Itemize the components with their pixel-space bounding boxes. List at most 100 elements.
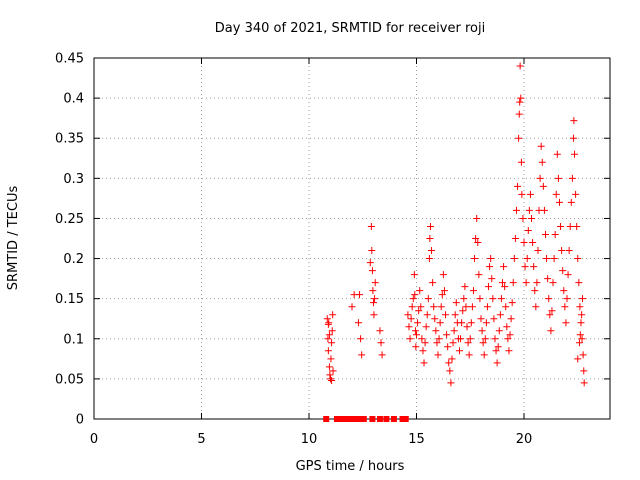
data-point [576,303,584,311]
data-point [417,303,425,311]
data-point [572,190,580,198]
data-point [508,299,516,307]
data-point [458,319,466,327]
data-point [558,247,566,255]
data-point [473,214,481,222]
zero-data-point [346,416,353,422]
data-point [482,319,490,327]
data-point [410,271,418,279]
data-point [448,355,456,363]
x-tick-label: 10 [301,432,318,447]
data-point [547,327,555,335]
data-point [530,263,538,271]
data-point [580,379,588,387]
x-tick-label: 0 [90,432,98,447]
data-point [463,323,471,331]
points-layer [323,62,588,387]
zero-data-point [369,416,376,422]
data-point [325,363,333,371]
data-point [573,222,581,230]
data-point [459,307,467,315]
data-point [456,347,463,355]
data-point [378,351,386,359]
zero-data-point [402,416,409,422]
x-tick-label: 20 [516,432,533,447]
zero-data-point [383,416,390,422]
data-point [442,311,450,319]
data-point [579,351,587,359]
data-point [464,339,472,347]
data-point [478,327,486,335]
data-point [531,287,539,295]
data-point [472,235,480,242]
y-tick-label: 0.45 [55,52,84,67]
zero-data-point [390,416,397,422]
data-point [502,303,510,311]
data-point [412,343,420,351]
zero-data-point [353,416,360,422]
data-point [577,319,585,327]
data-point [518,190,526,198]
data-point [533,279,541,287]
data-point [503,323,511,331]
data-point [506,331,514,339]
data-point [499,279,506,287]
data-point [576,331,584,339]
data-point [490,315,498,323]
data-point [452,299,460,307]
data-point [504,335,512,343]
data-point [537,142,545,150]
ticks-layer: 0 0.05 0.1 0.15 0.2 0.25 0.3 0.35 0.4 0.45 0 5 10 15 2… [55,52,610,447]
data-point [483,303,491,311]
data-point [377,339,385,347]
data-point [488,275,496,283]
chart-title: Day 340 of 2021, SRMTID for receiver roj… [215,21,485,36]
data-point [505,347,513,355]
data-point [419,347,427,355]
data-point [486,263,494,271]
y-tick-label: 0.25 [55,212,84,227]
data-point [561,303,569,311]
data-point [474,239,482,247]
data-point [413,331,420,339]
data-point [477,315,485,323]
data-point [376,327,384,335]
data-point [566,222,574,230]
data-point [546,311,554,319]
data-point [370,299,377,307]
zero-data-point [323,416,330,422]
data-point [550,255,558,263]
data-point [323,315,331,323]
data-point [407,315,415,323]
zero-data-point [340,416,347,422]
data-point [426,235,434,242]
x-tick-label: 5 [197,432,205,447]
data-point [492,347,500,355]
data-point [423,311,431,319]
data-point [545,295,553,303]
data-point [371,279,379,287]
data-point [409,295,417,303]
data-point [416,287,424,295]
data-point [570,117,578,125]
data-point [326,371,334,379]
x-tick-label: 15 [408,432,425,447]
zero-data-point [333,416,340,422]
data-point [538,158,546,166]
data-point [564,271,572,279]
data-point [479,339,487,347]
plot-frame [93,57,611,420]
data-point [517,94,525,102]
data-point [440,287,448,295]
data-point [480,351,488,359]
data-point [563,295,571,303]
zero-points-layer [323,416,409,422]
data-point [422,323,430,331]
data-point [516,98,524,106]
data-point [468,303,476,311]
data-point [496,311,504,319]
data-point [325,331,333,339]
data-point [446,367,454,375]
data-point [539,182,547,190]
data-point [510,255,518,263]
